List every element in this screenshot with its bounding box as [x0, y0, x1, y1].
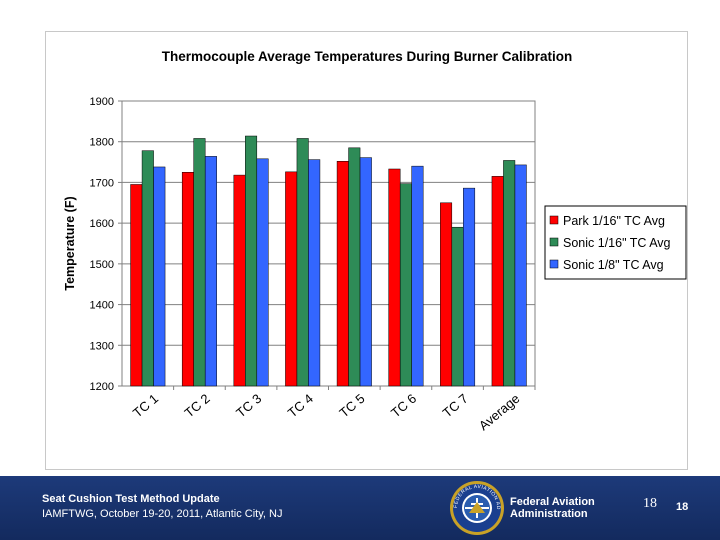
page-number-bold: 18 [676, 501, 689, 513]
legend-label: Sonic 1/16" TC Avg [563, 236, 671, 250]
y-tick-label: 1500 [90, 259, 114, 271]
chart-frame: 1200 1300 1400 1500 1600 1700 1800 1900 TC 1 TC 2… [45, 31, 688, 470]
x-tick-label: TC 6 [388, 391, 419, 421]
bar [411, 165, 424, 387]
x-tick-label: TC 2 [182, 391, 213, 421]
bar [153, 166, 166, 387]
agency-name-line1: Federal Aviation [510, 496, 595, 508]
bar [296, 138, 309, 387]
page-number: 18 [643, 496, 657, 511]
x-tick-label: TC 3 [233, 391, 264, 421]
bar [233, 174, 246, 387]
bar [399, 183, 412, 387]
bar [514, 164, 527, 387]
legend-box [544, 205, 687, 280]
bar [204, 156, 217, 387]
bar [336, 161, 349, 387]
y-tick-label: 1200 [90, 381, 114, 393]
faa-seal-icon: FEDERAL AVIATION ADMINISTRATION [449, 480, 504, 535]
y-axis-label: Temperature (F) [63, 196, 77, 290]
y-tick-label: 1300 [90, 340, 114, 352]
bar [491, 176, 504, 387]
bar [503, 160, 516, 387]
bar [359, 157, 372, 387]
x-tick-label: TC 4 [285, 391, 316, 421]
x-tick-label: Average [476, 391, 523, 433]
y-tick-label: 1700 [90, 177, 114, 189]
footer-bar: Seat Cushion Test Method Update IAMFTWG,… [0, 476, 720, 540]
legend-swatch [549, 215, 559, 225]
bar [256, 158, 269, 387]
bar [308, 159, 321, 387]
bar [388, 168, 401, 387]
legend-label: Sonic 1/8" TC Avg [563, 258, 664, 272]
bar [193, 138, 206, 387]
y-tick-label: 1800 [90, 137, 114, 149]
bar [181, 172, 194, 387]
y-tick-label: 1900 [90, 96, 114, 108]
bar [141, 150, 154, 387]
legend-swatch [549, 237, 559, 247]
y-tick-label: 1400 [90, 300, 114, 312]
bar [285, 171, 298, 387]
bar [440, 202, 453, 387]
bar [451, 226, 464, 387]
bar [245, 135, 258, 387]
presentation-subtitle: IAMFTWG, October 19-20, 2011, Atlantic C… [42, 508, 283, 520]
bar [348, 147, 361, 387]
legend-swatch [549, 259, 559, 269]
bar [130, 184, 143, 387]
y-tick-label: 1600 [90, 218, 114, 230]
x-tick-label: TC 5 [336, 391, 367, 421]
agency-name-line2: Administration [510, 508, 588, 520]
bar [463, 187, 476, 387]
legend-label: Park 1/16" TC Avg [563, 214, 665, 228]
bar-chart: 1200 1300 1400 1500 1600 1700 1800 1900 TC 1 TC 2… [63, 49, 687, 433]
x-tick-label: TC 7 [440, 391, 471, 421]
presentation-title: Seat Cushion Test Method Update [42, 493, 220, 505]
chart-title: Thermocouple Average Temperatures During… [162, 49, 573, 64]
x-tick-label: TC 1 [130, 391, 161, 421]
